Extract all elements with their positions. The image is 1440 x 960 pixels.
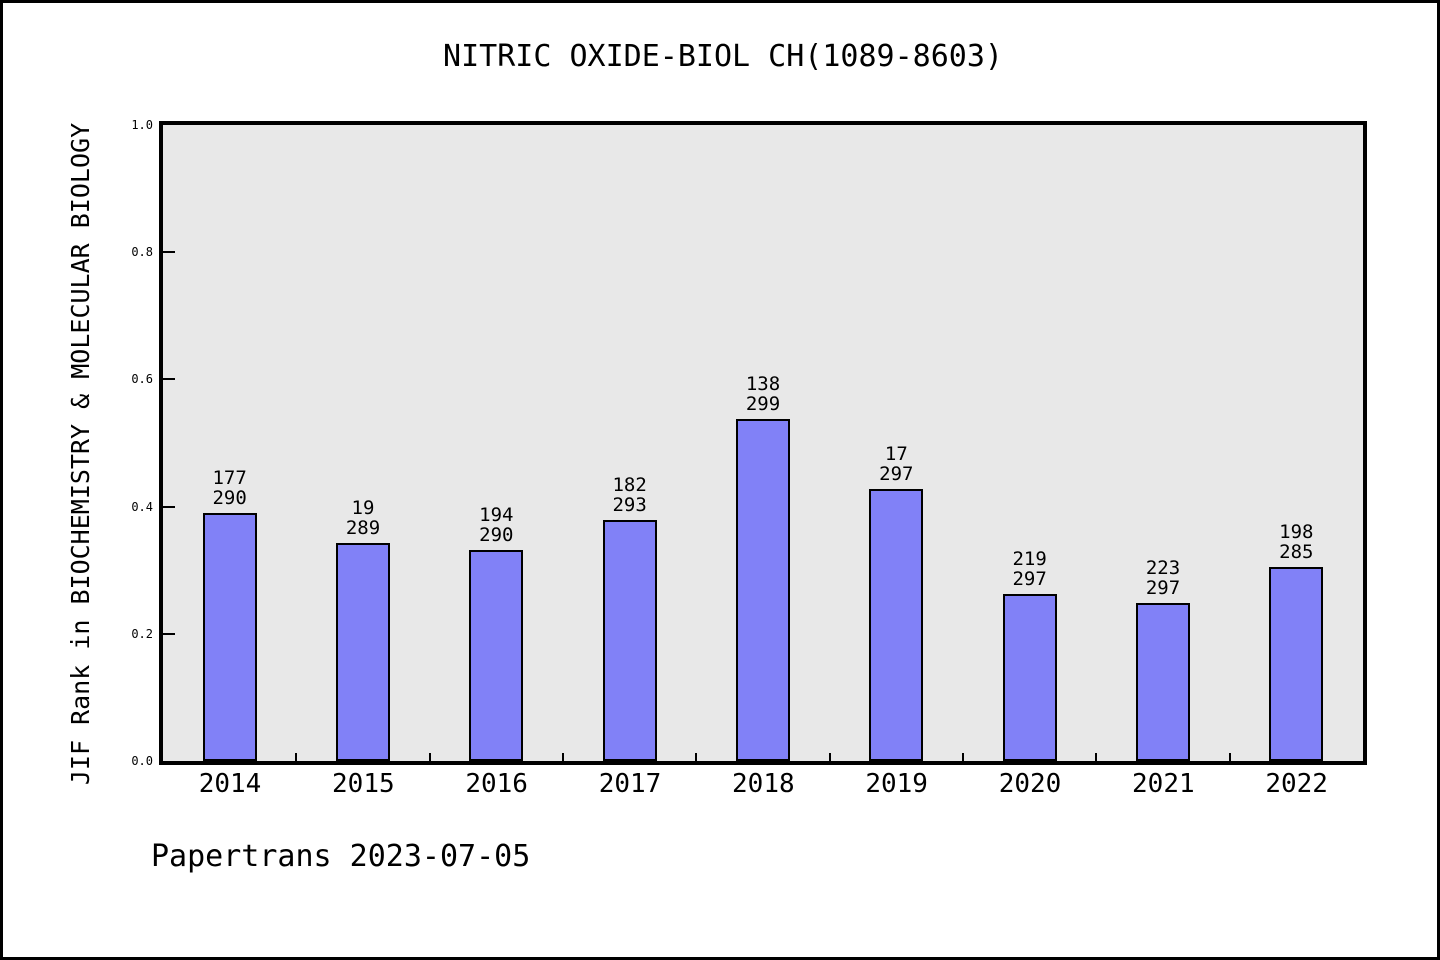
x-tick-mark <box>295 753 298 761</box>
chart-title: NITRIC OXIDE-BIOL CH(1089-8603) <box>443 39 1003 74</box>
bar-value-label-2014: 177 290 <box>212 467 247 509</box>
bar-2016 <box>469 550 524 761</box>
x-axis-label-2017: 2017 <box>598 769 662 799</box>
bar-value-label-2019: 17 297 <box>879 443 914 485</box>
y-tick-mark <box>163 378 175 381</box>
watermark-footer: Papertrans 2023-07-05 <box>151 839 531 874</box>
bar-2015 <box>336 543 390 761</box>
y-tick-mark <box>163 505 175 508</box>
y-tick-mark <box>163 632 175 635</box>
x-tick-mark <box>828 753 831 761</box>
x-tick-mark <box>1095 753 1098 761</box>
x-axis-label-2015: 2015 <box>332 769 395 799</box>
bar-2021 <box>1136 603 1190 761</box>
x-axis-label-2014: 2014 <box>198 769 262 799</box>
bar-value-label-2016: 194 290 <box>479 504 514 546</box>
bar-value-label-2022: 198 285 <box>1279 521 1314 563</box>
y-tick-label: 0.6 <box>131 372 153 387</box>
x-axis-label-2021: 2021 <box>1132 769 1195 799</box>
x-tick-mark <box>1228 753 1231 761</box>
x-axis-label-2018: 2018 <box>732 769 795 799</box>
y-tick-label: 1.0 <box>131 118 153 132</box>
y-tick-mark <box>163 251 175 254</box>
bar-value-label-2015: 19 289 <box>345 497 381 539</box>
x-axis-label-2019: 2019 <box>865 769 928 799</box>
x-tick-mark <box>695 753 698 761</box>
x-tick-mark <box>962 753 964 761</box>
x-axis-label-2016: 2016 <box>465 769 528 799</box>
bar-2017 <box>602 520 657 761</box>
x-axis-label-2020: 2020 <box>998 769 1062 799</box>
x-tick-mark <box>428 753 431 761</box>
x-tick-mark <box>562 753 564 761</box>
bar-value-label-2020: 219 297 <box>1012 548 1047 590</box>
bar-2022 <box>1269 567 1324 761</box>
bar-value-label-2018: 138 299 <box>745 373 781 415</box>
bar-value-label-2021: 223 297 <box>1145 557 1181 599</box>
bar-2014 <box>202 513 257 761</box>
y-tick-label: 0.8 <box>131 245 153 260</box>
y-axis-label: JIF Rank in BIOCHEMISTRY & MOLECULAR BIO… <box>66 122 95 786</box>
y-tick-label: 0.0 <box>131 754 153 768</box>
y-tick-label: 0.4 <box>131 499 153 514</box>
x-axis-label-2022: 2022 <box>1265 769 1328 799</box>
bar-value-label-2017: 182 293 <box>612 474 647 516</box>
bar-2019 <box>869 489 924 761</box>
bar-2018 <box>736 419 790 761</box>
y-tick-label: 0.2 <box>131 626 153 641</box>
bar-2020 <box>1002 594 1057 761</box>
